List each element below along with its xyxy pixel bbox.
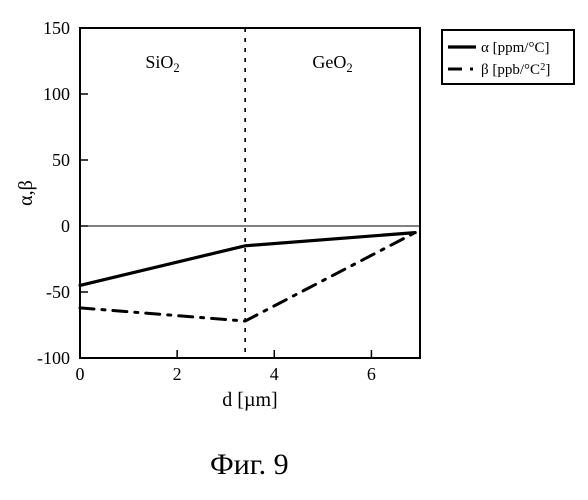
legend-label: α [ppm/°C]	[481, 40, 549, 56]
xtick-label: 6	[367, 364, 376, 384]
ytick-label: 50	[52, 150, 70, 170]
ytick-label: 150	[43, 18, 70, 38]
xtick-label: 0	[76, 364, 85, 384]
ytick-label: 0	[61, 216, 70, 236]
region-label: GeO2	[312, 52, 352, 75]
y-axis-label: α,β	[15, 180, 37, 206]
x-axis-label: d [µm]	[222, 389, 277, 411]
ytick-label: -100	[37, 348, 70, 368]
ytick-label: 100	[43, 84, 70, 104]
figure-container: -100 -50 0 50 100 150 0 2 4 6 d [µm] α,β SiO2 GeO2 α […	[0, 0, 588, 500]
legend-label: β [ppb/°C2]	[481, 62, 550, 78]
xtick-label: 2	[173, 364, 182, 384]
region-label: SiO2	[145, 52, 179, 75]
xtick-label: 4	[270, 364, 279, 384]
chart-svg: -100 -50 0 50 100 150 0 2 4 6 d [µm] α,β SiO2 GeO2 α […	[0, 0, 588, 500]
ytick-label: -50	[46, 282, 70, 302]
figure-caption: Фиг. 9	[210, 448, 289, 482]
plot-border	[80, 28, 420, 358]
